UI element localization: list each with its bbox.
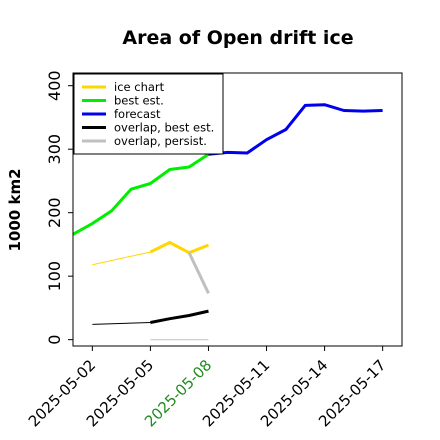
- legend-label: ice chart: [114, 80, 165, 94]
- plot-area-frame: [72, 72, 403, 347]
- y-axis-ticks: 0 100 200 300 400: [45, 70, 73, 345]
- legend-label: overlap, persist.: [114, 134, 207, 148]
- x-axis-ticks: 2025-05-022025-05-052025-05-082025-05-11…: [25, 346, 389, 430]
- legend-label: forecast: [114, 107, 161, 121]
- chart-title: Area of Open drift ice: [122, 27, 353, 49]
- y-tick-label: 200: [45, 197, 64, 228]
- y-tick-label: 100: [45, 261, 64, 292]
- series-line-ice-chart-1: [149, 241, 210, 255]
- series-line-ice-chart-0: [92, 251, 151, 266]
- y-tick-label: 300: [45, 134, 64, 165]
- series-line-forecast-0: [208, 103, 383, 156]
- plot-lines: [72, 103, 383, 341]
- y-tick-label: 0: [45, 335, 64, 345]
- legend-label: best est.: [114, 94, 164, 108]
- y-tick-label: 400: [45, 70, 64, 101]
- series-line-best-est-0: [72, 153, 210, 236]
- series-line-overlap-best-est-0: [92, 322, 151, 325]
- series-line-overlap-best-est-1: [150, 309, 209, 324]
- series-line-overlap-persist-1: [187, 252, 210, 294]
- legend-label: overlap, best est.: [114, 121, 214, 135]
- y-axis-label: 1000 km2: [6, 168, 24, 251]
